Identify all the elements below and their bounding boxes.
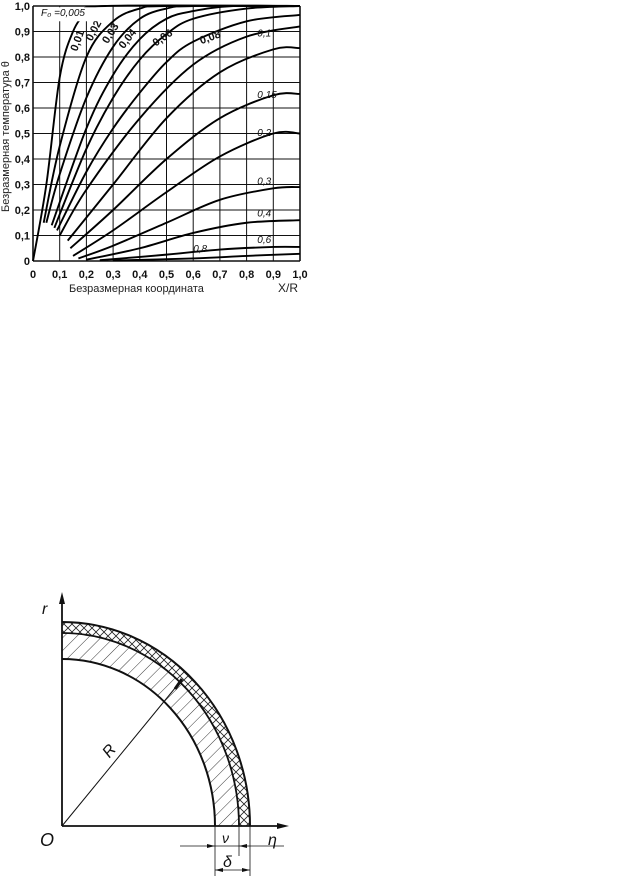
y-tick-label: 0 bbox=[24, 256, 30, 268]
x-tick-label: 0 bbox=[30, 269, 36, 281]
x-axis-label: Безразмерная координата bbox=[69, 283, 205, 295]
y-tick-label: 0,6 bbox=[15, 103, 30, 115]
series-line bbox=[53, 5, 301, 229]
y-tick-label: 0,5 bbox=[15, 129, 30, 141]
hatched-layer bbox=[62, 633, 239, 826]
r-axis-label: r bbox=[42, 601, 48, 618]
series-line bbox=[50, 4, 301, 226]
series-label: 0,4 bbox=[257, 208, 271, 219]
series-line bbox=[113, 252, 301, 262]
x-tick-label: 0,5 bbox=[159, 269, 174, 281]
y-tick-label: 0,4 bbox=[15, 154, 31, 166]
x-tick-label: 0,8 bbox=[239, 269, 254, 281]
y-tick-label: 0,7 bbox=[15, 78, 30, 90]
x-tick-label: 0,6 bbox=[186, 269, 201, 281]
x-tick-label: 1,0 bbox=[292, 269, 307, 281]
series-line bbox=[99, 245, 301, 262]
series-label: 0,1 bbox=[257, 29, 271, 40]
series-label: 0,6 bbox=[257, 235, 271, 246]
inner-boundary bbox=[62, 658, 216, 826]
nu-dimension-arrows bbox=[207, 844, 247, 848]
series-label: 0,8 bbox=[193, 244, 207, 255]
series-line bbox=[45, 4, 301, 224]
eta-label: η bbox=[268, 832, 277, 849]
delta-label: δ bbox=[223, 854, 233, 871]
delta-dimension-arrows bbox=[215, 868, 250, 872]
radius-label: R bbox=[99, 741, 120, 761]
series-line bbox=[58, 25, 301, 236]
middle-boundary bbox=[62, 632, 240, 826]
series-line bbox=[86, 219, 301, 261]
y-tick-label: 0,2 bbox=[15, 205, 30, 217]
x-tick-label: 0,1 bbox=[52, 269, 67, 281]
nu-label: ν bbox=[222, 830, 229, 846]
x-axis-unit-label: X/R bbox=[278, 281, 298, 295]
x-tick-label: 0,7 bbox=[212, 269, 227, 281]
radius-marker bbox=[173, 678, 184, 690]
y-tick-label: 0,9 bbox=[15, 27, 30, 39]
series-label: 0,01 bbox=[69, 29, 88, 53]
x-tick-label: 0,2 bbox=[79, 269, 94, 281]
eta-axis-arrow bbox=[277, 823, 289, 829]
origin-label: O bbox=[40, 830, 54, 850]
cross-hatched-layer bbox=[62, 622, 250, 826]
series-label: 0,3 bbox=[257, 177, 271, 188]
r-axis-arrow bbox=[59, 592, 65, 604]
y-axis-label: Безразмерная температура θ bbox=[0, 61, 12, 212]
x-tick-label: 0,3 bbox=[105, 269, 120, 281]
series-line bbox=[69, 92, 301, 249]
x-tick-label: 0,9 bbox=[266, 269, 281, 281]
series-line bbox=[66, 46, 301, 242]
series-line bbox=[72, 130, 301, 257]
x-tick-label: 0,4 bbox=[132, 269, 148, 281]
y-tick-label: 1,0 bbox=[15, 1, 30, 13]
series-label: 0,15 bbox=[257, 90, 277, 101]
y-tick-label: 0,3 bbox=[15, 180, 30, 192]
radius-line bbox=[61, 681, 181, 827]
outer-boundary bbox=[62, 621, 251, 826]
y-tick-label: 0,8 bbox=[15, 52, 30, 64]
label-background bbox=[38, 7, 105, 22]
series-line bbox=[56, 13, 301, 231]
series-label-f0: F₀ =0,005 bbox=[41, 8, 85, 19]
series-line bbox=[78, 186, 301, 260]
temperature-chart: 00 0,1 0,1 0,2 0,2 0,3 0,3 0,4 0,4 0,5 0,5 0,6 0,6 0,… bbox=[0, 1, 308, 295]
y-tick-label: 0,1 bbox=[15, 231, 30, 243]
series-label: 0,2 bbox=[257, 128, 271, 139]
series-line bbox=[32, 4, 301, 262]
